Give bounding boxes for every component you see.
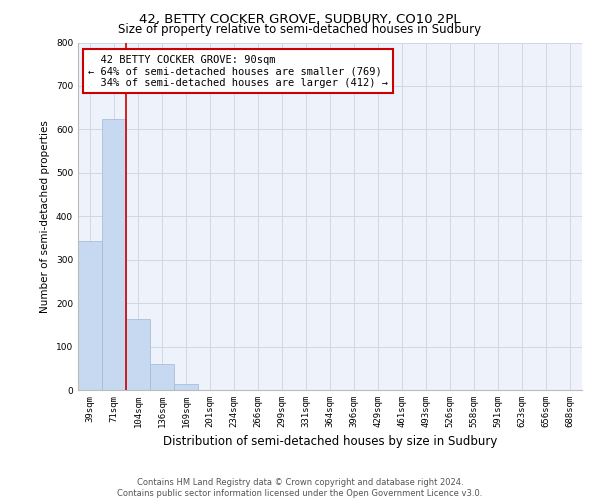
Bar	[126, 319, 150, 390]
Text: Contains HM Land Registry data © Crown copyright and database right 2024.
Contai: Contains HM Land Registry data © Crown c…	[118, 478, 482, 498]
Y-axis label: Number of semi-detached properties: Number of semi-detached properties	[40, 120, 50, 312]
Text: 42 BETTY COCKER GROVE: 90sqm
← 64% of semi-detached houses are smaller (769)
  3: 42 BETTY COCKER GROVE: 90sqm ← 64% of se…	[88, 54, 388, 88]
Bar	[174, 384, 198, 390]
Text: 42, BETTY COCKER GROVE, SUDBURY, CO10 2PL: 42, BETTY COCKER GROVE, SUDBURY, CO10 2P…	[139, 12, 461, 26]
Bar	[78, 241, 102, 390]
X-axis label: Distribution of semi-detached houses by size in Sudbury: Distribution of semi-detached houses by …	[163, 436, 497, 448]
Text: Size of property relative to semi-detached houses in Sudbury: Size of property relative to semi-detach…	[118, 22, 482, 36]
Bar	[102, 120, 126, 390]
Bar	[150, 364, 174, 390]
